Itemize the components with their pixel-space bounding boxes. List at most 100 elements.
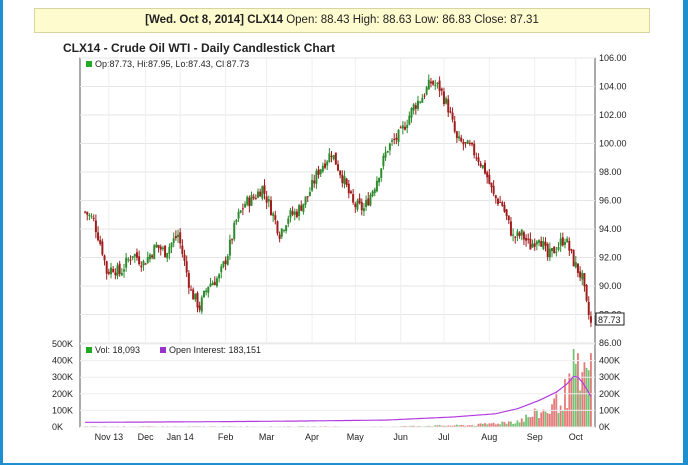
price-tick-label: 102.00 [599, 110, 627, 120]
volume-tick-left: 100K [52, 405, 73, 415]
volume-tick-left: 400K [52, 356, 73, 366]
candle-body [412, 104, 415, 111]
volume-bar [464, 425, 467, 427]
volume-bar [579, 390, 582, 427]
candle-body [395, 137, 398, 140]
candle-body [393, 139, 396, 141]
price-tick-label: 94.00 [599, 224, 622, 234]
candle-body [293, 211, 296, 215]
volume-bar [494, 424, 497, 427]
quote-high-label: High: [352, 14, 380, 26]
candle-body [231, 239, 234, 241]
volume-bar [481, 423, 484, 427]
candle-body [494, 195, 497, 199]
volume-bar [447, 425, 450, 427]
candle-body [566, 238, 569, 243]
quote-low-label: Low: [414, 14, 440, 26]
candle-body [507, 215, 510, 221]
candle-body [436, 82, 439, 84]
candle-body [509, 221, 512, 236]
candle-body [501, 202, 504, 206]
candle-body [222, 261, 225, 267]
ohlc-legend: Op:87.73, Hi:87.95, Lo:87.43, Cl:87.73 [95, 59, 249, 69]
candle-body [365, 199, 368, 208]
candle-body [280, 228, 283, 237]
candle-body [544, 241, 547, 246]
volume-tick-right: 400K [599, 356, 620, 366]
candle-body [192, 289, 195, 300]
quote-close: 87.31 [510, 14, 539, 26]
candle-body [177, 234, 180, 238]
candle-body [304, 196, 307, 205]
volume-bar [533, 408, 536, 427]
price-tick-label: 98.00 [599, 167, 622, 177]
candle-body [105, 261, 108, 274]
candle-body [388, 143, 391, 151]
volume-bar [436, 425, 439, 427]
quote-low: 86.83 [442, 14, 472, 26]
candle-body [373, 189, 376, 194]
volume-bar [523, 421, 525, 427]
candle-body [213, 281, 216, 286]
volume-bar [535, 409, 538, 427]
volume-bar [525, 414, 527, 427]
volume-bar [516, 420, 519, 427]
candle-body [276, 221, 279, 234]
candle-body [563, 242, 566, 245]
candle-body [181, 245, 184, 254]
month-label: Jan 14 [167, 432, 194, 442]
candle-body [414, 105, 417, 109]
candle-body [319, 169, 322, 175]
volume-bar [583, 362, 586, 427]
price-marker-box [595, 312, 625, 326]
candle-body [278, 234, 281, 239]
open-interest-line [85, 375, 592, 423]
quote-open-label: Open: [286, 14, 318, 26]
candle-body [265, 196, 268, 203]
candle-body [144, 263, 147, 265]
candle-body [477, 157, 480, 163]
month-label: May [347, 432, 365, 442]
candle-body [486, 172, 489, 178]
candle-body [107, 271, 110, 274]
quote-symbol: CLX14 [247, 14, 283, 26]
candle-body [587, 301, 590, 315]
price-tick-label: 96.00 [599, 196, 622, 206]
candle-body [518, 232, 521, 236]
volume-bar [466, 425, 469, 427]
candle-body [151, 255, 154, 258]
volume-axis: 500K 400K 300K 200K 100K 0K 400K 300K 200K 100K 0K [52, 339, 620, 432]
volume-bar [449, 425, 452, 427]
candle-body [360, 202, 363, 211]
candle-body [183, 254, 186, 261]
candle-body [289, 210, 292, 218]
volume-bar [568, 373, 571, 427]
candle-body [237, 211, 240, 219]
price-tick-label: 104.00 [599, 82, 627, 92]
candle-body [282, 230, 285, 232]
candle-body [164, 245, 167, 258]
candle-body [131, 256, 134, 258]
candle-body [512, 234, 515, 236]
quote-bar: [Wed. Oct 8, 2014] CLX14 Open: 88.43 Hig… [34, 8, 650, 33]
quote-date: [Wed. Oct 8, 2014] [145, 14, 244, 26]
candle-body [352, 194, 355, 203]
candle-body [185, 261, 188, 273]
volume-bar [503, 422, 506, 427]
month-label: Apr [305, 432, 319, 442]
candle-body [488, 174, 491, 184]
candle-body [525, 237, 528, 241]
volume-bar [527, 417, 530, 427]
volume-tick-left: 500K [52, 339, 73, 349]
candle-body [306, 196, 309, 198]
candle-body [285, 225, 288, 231]
candle-body [496, 198, 499, 205]
volume-tick-right: 300K [599, 372, 620, 382]
vol-legend: Vol: 18,093 [95, 345, 140, 355]
volume-bar [451, 425, 454, 427]
volume-bar [453, 425, 456, 427]
candle-body [252, 196, 255, 199]
candle-body [427, 79, 430, 90]
candle-body [555, 251, 558, 253]
